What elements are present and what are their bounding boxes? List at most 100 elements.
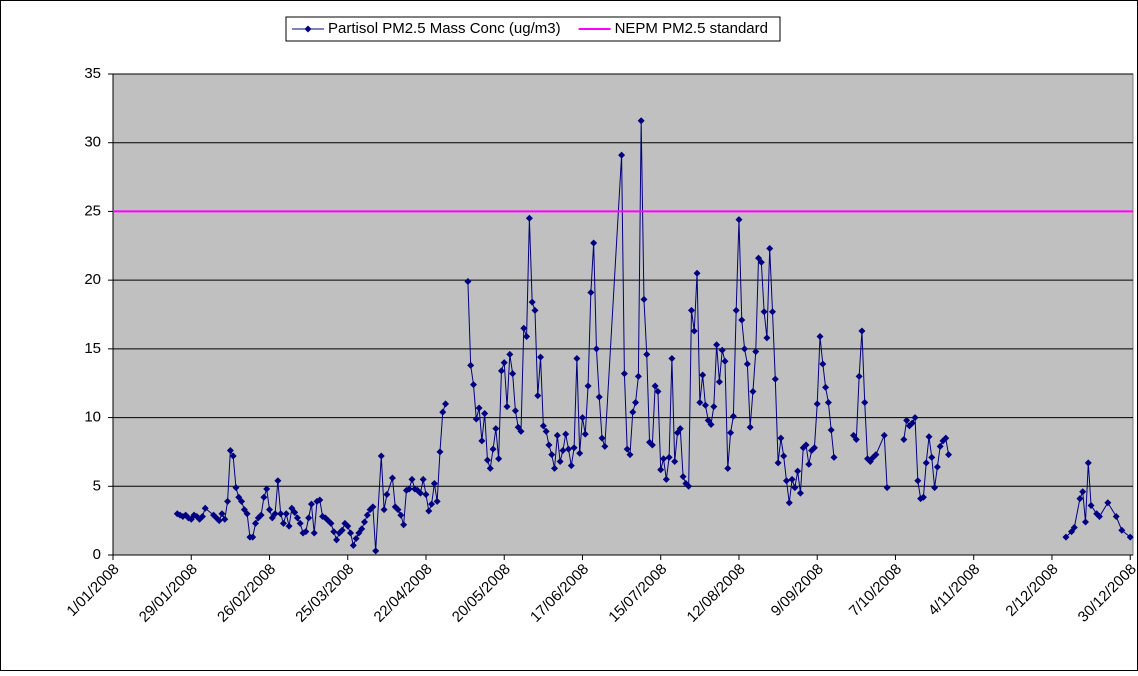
data-point — [347, 529, 355, 537]
data-point — [551, 464, 559, 472]
data-point — [419, 475, 427, 483]
data-point — [349, 541, 357, 549]
data-point — [257, 511, 265, 519]
data-point — [629, 408, 637, 416]
data-point — [422, 491, 430, 499]
data-point — [928, 453, 936, 461]
data-point — [774, 459, 782, 467]
data-point — [576, 449, 584, 457]
data-point — [553, 431, 561, 439]
data-point — [914, 477, 922, 485]
y-tick-label: 10 — [84, 409, 101, 426]
data-point — [249, 533, 257, 541]
data-point — [523, 332, 531, 340]
data-point — [872, 451, 880, 459]
data-point — [377, 452, 385, 460]
y-tick-label: 20 — [84, 271, 101, 288]
data-point — [433, 497, 441, 505]
data-point — [277, 510, 285, 518]
data-point — [425, 507, 433, 515]
data-point — [713, 341, 721, 349]
data-point — [291, 508, 299, 516]
data-point — [752, 348, 760, 356]
data-point — [372, 547, 380, 555]
data-point — [416, 489, 424, 497]
data-point — [260, 493, 268, 501]
data-point — [660, 455, 668, 463]
legend: Partisol PM2.5 Mass Conc (ug/m3) NEPM PM2… — [285, 16, 781, 42]
data-point — [679, 473, 687, 481]
data-point — [400, 521, 408, 529]
data-point — [788, 475, 796, 483]
legend-item: NEPM PM2.5 standard — [578, 20, 768, 37]
data-point — [428, 500, 436, 508]
data-point — [785, 499, 793, 507]
data-point — [252, 519, 260, 527]
data-point — [486, 464, 494, 472]
legend-label: NEPM PM2.5 standard — [615, 20, 768, 37]
data-point — [794, 467, 802, 475]
data-point — [911, 414, 919, 422]
data-point — [643, 350, 651, 358]
data-point — [741, 345, 749, 353]
data-point — [830, 453, 838, 461]
data-point — [861, 398, 869, 406]
data-point — [511, 407, 519, 415]
data-point — [1095, 513, 1103, 521]
data-point — [500, 359, 508, 367]
data-point — [883, 484, 891, 492]
data-point — [662, 475, 670, 483]
data-point — [358, 525, 366, 533]
data-point — [746, 423, 754, 431]
data-point — [1079, 488, 1087, 496]
data-point — [570, 444, 578, 452]
data-point — [383, 491, 391, 499]
data-point — [687, 306, 695, 314]
data-point — [782, 477, 790, 485]
data-point — [310, 529, 318, 537]
data-point — [933, 463, 941, 471]
data-point — [592, 345, 600, 353]
data-point — [925, 433, 933, 441]
data-point — [880, 431, 888, 439]
data-point — [226, 447, 234, 455]
data-point — [369, 503, 377, 511]
data-point — [827, 426, 835, 434]
data-point — [481, 409, 489, 417]
data-point — [632, 398, 640, 406]
y-tick-label: 0 — [93, 546, 101, 563]
data-point — [327, 519, 335, 527]
data-point — [537, 353, 545, 361]
data-point — [587, 289, 595, 297]
data-point — [302, 528, 310, 536]
data-point — [693, 269, 701, 277]
data-point — [908, 419, 916, 427]
data-point — [1062, 533, 1070, 541]
data-point — [1126, 533, 1134, 541]
data-point — [495, 455, 503, 463]
legend-box — [285, 16, 781, 42]
data-point — [305, 514, 313, 522]
data-point — [548, 451, 556, 459]
data-point — [651, 382, 659, 390]
data-point — [293, 514, 301, 522]
y-tick-label: 35 — [84, 65, 101, 82]
data-point — [584, 382, 592, 390]
data-point — [556, 458, 564, 466]
data-point — [701, 401, 709, 409]
data-point — [696, 398, 704, 406]
data-point — [626, 451, 634, 459]
data-point — [282, 510, 290, 518]
data-point — [467, 361, 475, 369]
data-point — [562, 430, 570, 438]
y-tick-label: 15 — [84, 340, 101, 357]
data-point — [232, 484, 240, 492]
data-point — [464, 278, 472, 286]
data-point — [430, 480, 438, 488]
legend-marker — [304, 25, 312, 33]
data-point — [338, 526, 346, 534]
data-point — [699, 371, 707, 379]
data-point — [503, 403, 511, 411]
data-point — [363, 511, 371, 519]
